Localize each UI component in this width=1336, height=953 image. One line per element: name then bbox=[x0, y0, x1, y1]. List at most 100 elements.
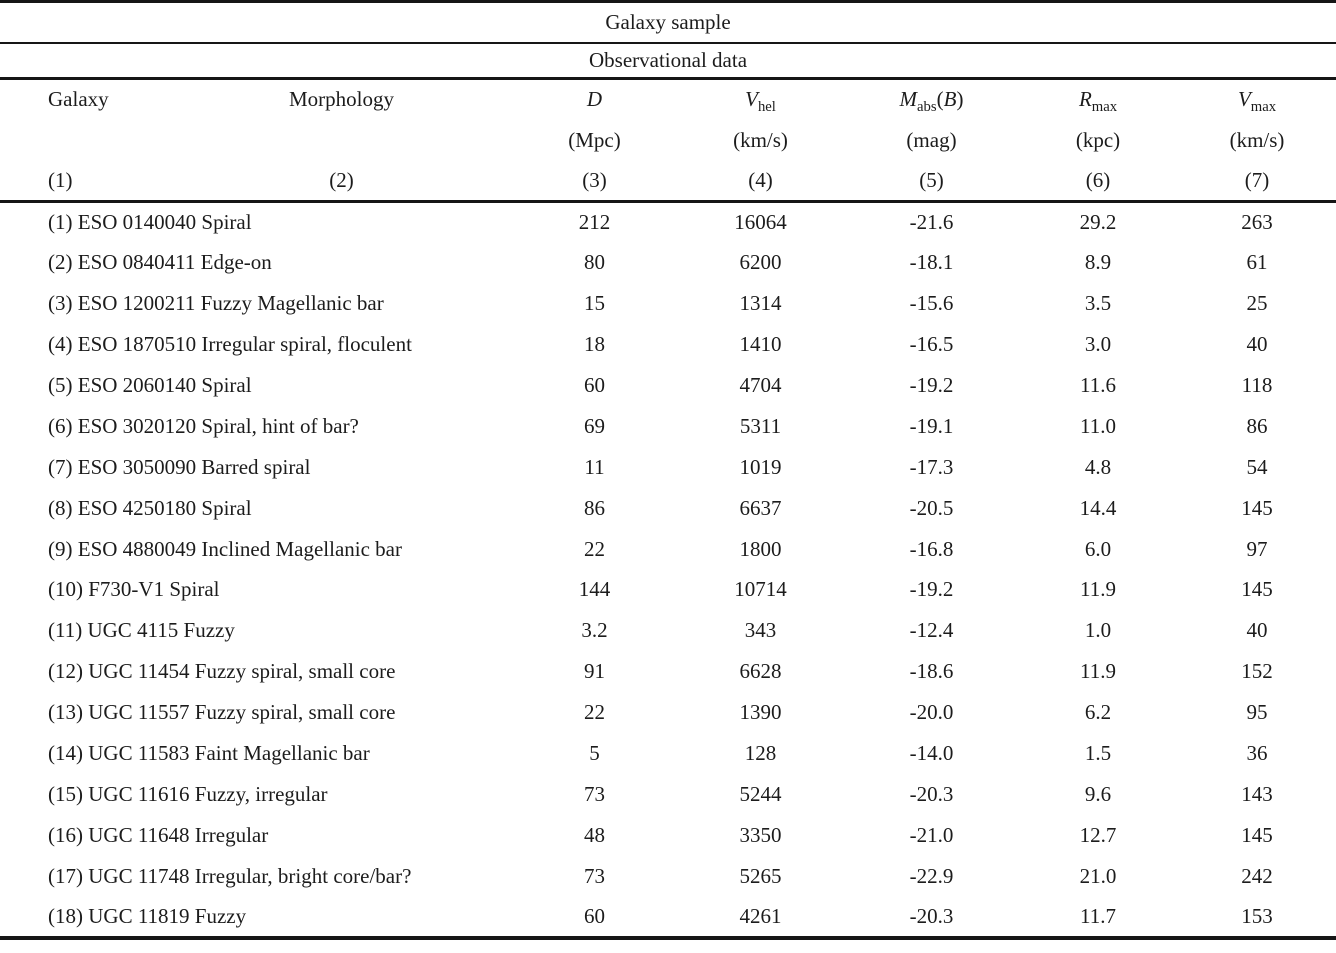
m-abs-b-value: -20.0 bbox=[909, 700, 954, 725]
index-distance: (3) bbox=[513, 160, 676, 203]
subscript-abs: abs bbox=[917, 99, 937, 116]
r-max-value: 14.4 bbox=[1079, 495, 1117, 520]
v-hel-value: 16064 bbox=[734, 210, 787, 235]
morphology-text: Fuzzy Magellanic bar bbox=[200, 291, 384, 316]
r-max-value: 3.5 bbox=[1084, 291, 1112, 316]
m-abs-b-value: -16.8 bbox=[909, 536, 954, 561]
d-mpc-value: 86 bbox=[584, 495, 605, 520]
r-max-value: 11.9 bbox=[1080, 577, 1116, 602]
morphology-text: Spiral bbox=[201, 495, 252, 520]
table-row: (9) ESO 4880049 Inclined Magellanic bar 2… bbox=[0, 529, 1336, 570]
table-row: (15) UGC 11616 Fuzzy, irregular 73 5244 -20… bbox=[0, 774, 1336, 815]
column-index-row: (1) (2) (3) (4) (5) (6) (7) bbox=[0, 160, 1336, 203]
d-mpc-value: 80 bbox=[584, 250, 605, 275]
m-abs-b-value: -18.6 bbox=[909, 659, 954, 684]
r-max-value: 11.7 bbox=[1080, 903, 1116, 928]
galaxy-name: (6) ESO 3020120 bbox=[48, 413, 197, 438]
col-header-vhel: Vhel bbox=[676, 79, 845, 120]
table-row: (13) UGC 11557 Fuzzy spiral, small core 2… bbox=[0, 692, 1336, 733]
galaxy-morphology-cell: (3) ESO 1200211 Fuzzy Magellanic bar bbox=[0, 283, 513, 324]
morphology-text: Faint Magellanic bar bbox=[194, 741, 370, 766]
r-max-value: 6.0 bbox=[1084, 536, 1112, 561]
galaxy-morphology-cell: (6) ESO 3020120 Spiral, hint of bar? bbox=[0, 406, 513, 447]
table-row: (5) ESO 2060140 Spiral 60 4704 -19.2 11.6 118 bbox=[0, 365, 1336, 406]
morphology-text: Fuzzy bbox=[194, 903, 247, 928]
r-max-value: 12.7 bbox=[1079, 822, 1117, 847]
v-hel-value: 6637 bbox=[739, 495, 782, 520]
v-max-value: 153 bbox=[1241, 903, 1273, 928]
m-abs-b-value: -15.6 bbox=[909, 291, 954, 316]
index-galaxy: (1) bbox=[0, 160, 170, 203]
v-hel-value: 343 bbox=[744, 618, 777, 643]
galaxy-name: (9) ESO 4880049 bbox=[48, 536, 197, 561]
d-mpc-value: 60 bbox=[584, 373, 605, 397]
v-max-value: 25 bbox=[1246, 291, 1268, 316]
galaxy-morphology-cell: (13) UGC 11557 Fuzzy spiral, small core bbox=[0, 692, 513, 733]
r-max-value: 3.0 bbox=[1084, 332, 1112, 357]
d-mpc-value: 15 bbox=[584, 291, 605, 316]
morphology-text: Spiral bbox=[169, 577, 220, 602]
table-row: (14) UGC 11583 Faint Magellanic bar 5 128 -… bbox=[0, 733, 1336, 774]
table-row: (3) ESO 1200211 Fuzzy Magellanic bar 15 13… bbox=[0, 283, 1336, 324]
v-hel-value: 1314 bbox=[739, 291, 782, 316]
symbol-V: V bbox=[745, 87, 758, 112]
table-body: (1) ESO 0140040 Spiral 212 16064 -21.6 29.2 2… bbox=[0, 202, 1336, 938]
galaxy-name: (13) UGC 11557 bbox=[48, 700, 190, 725]
galaxy-name: (14) UGC 11583 bbox=[48, 741, 190, 766]
r-max-value: 11.9 bbox=[1080, 659, 1116, 684]
subscript-max: max bbox=[1091, 99, 1118, 116]
unit-morphology bbox=[170, 120, 513, 161]
index-vhel: (4) bbox=[676, 160, 845, 203]
v-hel-value: 4261 bbox=[739, 903, 782, 928]
r-max-value: 11.0 bbox=[1080, 413, 1116, 438]
column-units-row: (Mpc) (km/s) (mag) (kpc) (km/s) bbox=[0, 120, 1336, 161]
m-abs-b-value: -21.0 bbox=[909, 822, 954, 847]
morphology-text: Barred spiral bbox=[201, 454, 311, 479]
galaxy-name: (17) UGC 11748 bbox=[48, 863, 190, 888]
v-hel-value: 1410 bbox=[739, 332, 782, 357]
index-morphology: (2) bbox=[170, 160, 513, 203]
galaxy-morphology-cell: (5) ESO 2060140 Spiral bbox=[0, 365, 513, 406]
galaxy-morphology-cell: (17) UGC 11748 Irregular, bright core/ba… bbox=[0, 856, 513, 897]
m-abs-b-value: -17.3 bbox=[909, 454, 954, 479]
v-max-value: 145 bbox=[1241, 822, 1273, 847]
v-max-value: 263 bbox=[1241, 210, 1273, 235]
galaxy-name: (3) ESO 1200211 bbox=[48, 291, 196, 316]
table-row: (18) UGC 11819 Fuzzy 60 4261 -20.3 11.7 153 bbox=[0, 897, 1336, 938]
galaxy-morphology-cell: (11) UGC 4115 Fuzzy bbox=[0, 610, 513, 651]
table-row: (10) F730-V1 Spiral 144 10714 -19.2 11.9 145 bbox=[0, 570, 1336, 611]
symbol-R: R bbox=[1078, 87, 1092, 112]
index-mabs: (5) bbox=[845, 160, 1018, 203]
morphology-text: Spiral bbox=[201, 373, 252, 397]
r-max-value: 4.8 bbox=[1084, 454, 1112, 479]
index-vmax: (7) bbox=[1178, 160, 1336, 203]
paren-open: ( bbox=[936, 87, 944, 112]
morphology-text: Fuzzy spiral, small core bbox=[194, 659, 396, 684]
morphology-text: Edge-on bbox=[200, 250, 272, 275]
galaxy-name: (8) ESO 4250180 bbox=[48, 495, 197, 520]
d-mpc-value: 48 bbox=[584, 822, 605, 847]
d-mpc-value: 144 bbox=[578, 577, 611, 602]
galaxy-morphology-cell: (16) UGC 11648 Irregular bbox=[0, 815, 513, 856]
galaxy-name: (2) ESO 0840411 bbox=[48, 250, 196, 275]
v-max-value: 145 bbox=[1241, 577, 1273, 602]
v-max-value: 36 bbox=[1246, 741, 1268, 766]
v-max-value: 97 bbox=[1246, 536, 1268, 561]
r-max-value: 1.5 bbox=[1084, 741, 1112, 766]
d-mpc-value: 5 bbox=[589, 741, 600, 766]
unit-vmax: (km/s) bbox=[1229, 127, 1285, 152]
col-header-morphology: Morphology bbox=[289, 87, 394, 112]
table-row: (8) ESO 4250180 Spiral 86 6637 -20.5 14.4 145 bbox=[0, 488, 1336, 529]
r-max-value: 6.2 bbox=[1084, 700, 1112, 725]
table-row: (4) ESO 1870510 Irregular spiral, flocul… bbox=[0, 324, 1336, 365]
col-header-distance: D bbox=[513, 79, 676, 120]
morphology-text: Irregular, bright core/bar? bbox=[194, 863, 412, 888]
m-abs-b-value: -16.5 bbox=[909, 332, 954, 357]
m-abs-b-value: -20.3 bbox=[909, 781, 954, 806]
galaxy-name: (5) ESO 2060140 bbox=[48, 373, 197, 397]
v-max-value: 95 bbox=[1246, 700, 1268, 725]
symbol-M: M bbox=[899, 87, 918, 112]
galaxy-name: (12) UGC 11454 bbox=[48, 659, 190, 684]
morphology-text: Fuzzy, irregular bbox=[194, 781, 328, 806]
